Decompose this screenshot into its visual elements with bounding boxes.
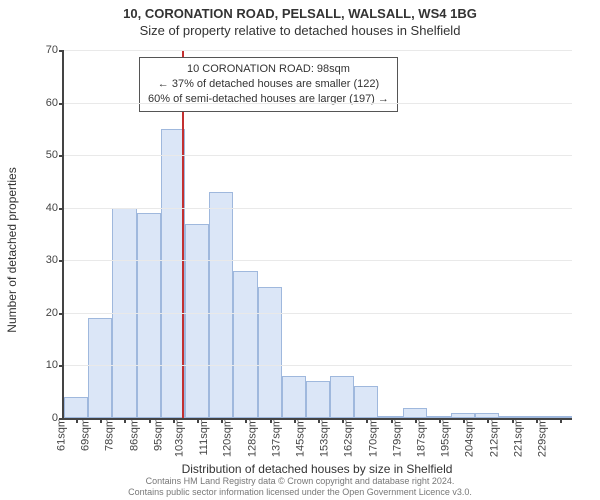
x-tick-label: 221sqm — [508, 418, 524, 457]
footer-line2: Contains public sector information licen… — [0, 487, 600, 498]
x-tick-label: 187sqm — [411, 418, 427, 457]
x-tick-label: 95sqm — [148, 418, 164, 451]
y-tick-label: 50 — [46, 149, 64, 161]
bar — [403, 408, 427, 419]
x-tick-label: 204sqm — [460, 418, 476, 457]
bar — [137, 213, 161, 418]
x-tick-label: 137sqm — [266, 418, 282, 457]
x-tick-label: 103sqm — [169, 418, 185, 457]
y-axis-label: Number of detached properties — [5, 85, 19, 250]
x-tick-label: 61sqm — [52, 418, 68, 451]
bar — [161, 129, 185, 418]
x-axis-label: Distribution of detached houses by size … — [62, 462, 572, 476]
x-tick-label: 212sqm — [484, 418, 500, 457]
bar — [282, 376, 306, 418]
chart-title-line1: 10, CORONATION ROAD, PELSALL, WALSALL, W… — [0, 0, 600, 21]
info-box-line1: 10 CORONATION ROAD: 98sqm — [148, 62, 389, 77]
x-tick-label: 86sqm — [124, 418, 140, 451]
grid-line — [64, 50, 572, 51]
x-tick-label: 179sqm — [387, 418, 403, 457]
y-tick-label: 40 — [46, 202, 64, 214]
x-tick-label: 120sqm — [218, 418, 234, 457]
x-tick-mark — [560, 418, 562, 423]
bar — [209, 192, 233, 418]
bar — [185, 224, 209, 419]
y-tick-label: 70 — [46, 44, 64, 56]
y-tick-label: 10 — [46, 359, 64, 371]
x-tick-label: 170sqm — [363, 418, 379, 457]
x-tick-label: 145sqm — [290, 418, 306, 457]
x-tick-label: 153sqm — [315, 418, 331, 457]
x-tick-label: 69sqm — [76, 418, 92, 451]
bar — [258, 287, 282, 418]
grid-line — [64, 365, 572, 366]
x-tick-label: 195sqm — [436, 418, 452, 457]
grid-line — [64, 103, 572, 104]
plot-area: 10 CORONATION ROAD: 98sqm ← 37% of detac… — [62, 50, 572, 420]
grid-line — [64, 260, 572, 261]
y-tick-label: 20 — [46, 307, 64, 319]
x-tick-label: 111sqm — [194, 418, 210, 456]
bar — [330, 376, 354, 418]
y-tick-label: 60 — [46, 97, 64, 109]
x-tick-label: 229sqm — [532, 418, 548, 457]
bar — [306, 381, 330, 418]
bar — [354, 386, 378, 418]
footer-line1: Contains HM Land Registry data © Crown c… — [0, 476, 600, 487]
bar — [233, 271, 257, 418]
grid-line — [64, 155, 572, 156]
bar — [88, 318, 112, 418]
info-box-line3: 60% of semi-detached houses are larger (… — [148, 92, 389, 107]
grid-line — [64, 208, 572, 209]
chart-title-line2: Size of property relative to detached ho… — [0, 21, 600, 38]
chart-container: 10, CORONATION ROAD, PELSALL, WALSALL, W… — [0, 0, 600, 500]
grid-line — [64, 313, 572, 314]
bar — [64, 397, 88, 418]
footer: Contains HM Land Registry data © Crown c… — [0, 476, 600, 498]
y-tick-label: 30 — [46, 254, 64, 266]
x-tick-label: 128sqm — [242, 418, 258, 457]
info-box-line2: ← 37% of detached houses are smaller (12… — [148, 77, 389, 92]
x-tick-label: 162sqm — [339, 418, 355, 457]
x-tick-label: 78sqm — [100, 418, 116, 451]
